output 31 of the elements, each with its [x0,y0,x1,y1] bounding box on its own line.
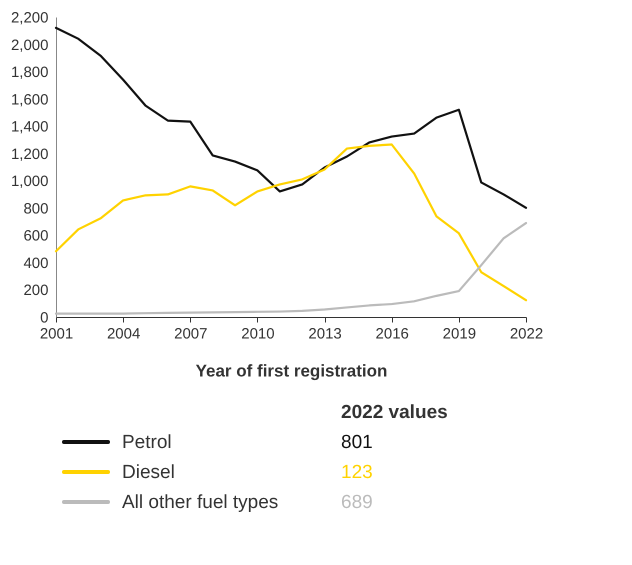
x-tick-label: 2001 [40,326,74,342]
x-tick-label: 2010 [241,326,275,342]
legend-label: Diesel [122,462,175,483]
legend-label: All other fuel types [122,492,278,513]
y-tick-label: 600 [23,228,48,245]
y-tick-label: 400 [23,254,48,272]
y-tick-label: 0 [40,310,48,326]
text: 801 [341,432,373,453]
y-tick-label: 2,200 [10,10,48,26]
y-tick-label: 1,600 [10,91,48,108]
x-tick-label: 2004 [106,326,140,342]
x-tick-label: 2013 [308,326,342,342]
y-tick-label: 1,800 [10,64,48,82]
x-tick-label: 2022 [510,326,544,342]
text: 2022 values [341,402,448,423]
legend-label: Petrol [122,432,172,453]
x-tick-label: 2016 [376,326,409,342]
text: 689 [341,492,373,513]
line-series [54,143,528,302]
y-tick-label: 1,200 [10,146,48,163]
line-series [54,26,528,209]
y-tick-label: 1,400 [10,118,48,136]
line-series [54,222,528,315]
x-tick-label: 2007 [174,326,208,342]
x-axis-title: Year of first registration [196,362,388,380]
y-tick-label: 800 [23,200,48,218]
x-tick-label: 2019 [442,326,476,342]
text: 123 [341,462,373,483]
y-tick-label: 2,000 [10,36,48,54]
y-tick-label: 1,000 [10,173,48,190]
y-tick-label: 200 [23,282,48,300]
